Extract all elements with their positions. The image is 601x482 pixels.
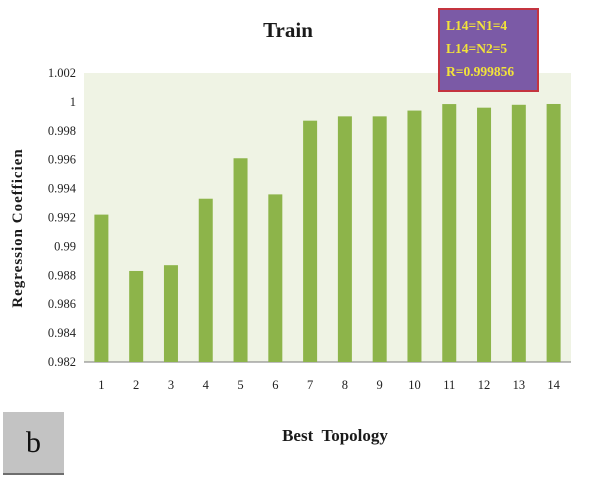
x-tick-label: 12 [478,378,491,392]
x-tick-label: 13 [513,378,526,392]
panel-label: b [26,426,41,460]
bar-14 [547,104,561,362]
y-tick-label: 0.984 [48,326,77,340]
bar-1 [94,215,108,362]
bar-7 [303,121,317,362]
y-tick-label: 0.994 [48,182,77,196]
panel-label-box: b [3,412,64,475]
y-tick-labels: 0.982 0.984 0.986 0.988 0.99 0.992 0.994 0.996 0… [48,66,77,369]
bar-11 [442,104,456,362]
x-tick-label: 4 [203,378,210,392]
bar-9 [373,116,387,362]
y-tick-label: 0.992 [48,211,76,225]
bar-5 [234,158,248,362]
x-tick-label: 3 [168,378,174,392]
annotation-line-1: L14=N1=4 [446,14,537,37]
bar-2 [129,271,143,362]
bar-6 [268,194,282,362]
y-tick-label: 0.988 [48,268,76,282]
y-tick-label: 0.99 [54,239,76,253]
x-tick-label: 7 [307,378,313,392]
bar-3 [164,265,178,362]
bar-13 [512,105,526,362]
x-tick-label: 8 [342,378,348,392]
x-tick-label: 5 [237,378,243,392]
y-axis-label: Regression Coefficien [10,148,26,307]
bar-12 [477,108,491,362]
y-tick-label: 0.982 [48,355,76,369]
y-tick-label: 1.002 [48,66,76,80]
x-tick-label: 2 [133,378,139,392]
y-tick-label: 0.998 [48,124,76,138]
x-axis-label: Best Topology [282,426,388,445]
bar-8 [338,116,352,362]
x-tick-label: 9 [377,378,383,392]
annotation-line-2: L14=N2=5 [446,37,537,60]
y-tick-label: 0.986 [48,297,76,311]
x-tick-labels: 1 2 3 4 5 6 7 8 9 10 11 12 13 14 [98,378,560,392]
y-tick-label: 0.996 [48,153,76,167]
x-tick-label: 11 [443,378,455,392]
x-tick-label: 14 [547,378,560,392]
bar-4 [199,199,213,362]
y-tick-label: 1 [70,95,76,109]
x-tick-label: 1 [98,378,104,392]
plot-area [84,73,571,362]
annotation-line-3: R=0.999856 [446,60,537,83]
annotation-box: L14=N1=4 L14=N2=5 R=0.999856 [438,8,539,92]
x-tick-label: 6 [272,378,278,392]
x-tick-label: 10 [408,378,421,392]
bar-10 [407,111,421,362]
chart-title: Train [263,18,313,42]
